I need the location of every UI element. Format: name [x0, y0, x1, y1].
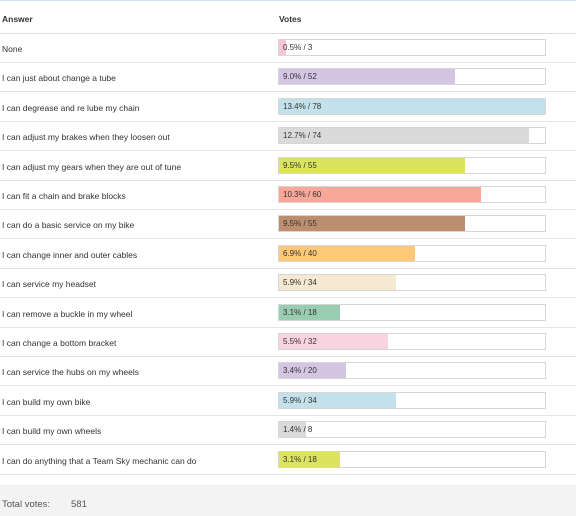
table-row: None 0.5% / 3 [0, 34, 576, 63]
answer-label: I can degrease and re lube my chain [2, 102, 140, 113]
vote-count-text: 6.9% / 40 [283, 248, 317, 258]
table-row: I can do anything that a Team Sky mechan… [0, 446, 576, 475]
vote-bar: 5.5% / 32 [278, 333, 546, 350]
table-row: I can build my own bike 5.9% / 34 [0, 387, 576, 416]
vote-bar-fill [279, 363, 346, 379]
vote-bar-fill [279, 98, 545, 114]
vote-bar: 3.1% / 18 [278, 450, 546, 468]
vote-count-text: 5.9% / 34 [283, 278, 317, 288]
table-header: Answer Votes [0, 1, 576, 34]
answer-label: I can change a bottom bracket [2, 338, 117, 348]
vote-count-text: 12.7% / 74 [283, 131, 322, 141]
vote-bar: 10.3% / 60 [278, 186, 546, 203]
vote-count-text: 0.5% / 3 [283, 43, 313, 52]
answer-label: I can change inner and outer cables [2, 249, 138, 260]
votes-column-header: Votes [279, 14, 302, 24]
answer-label: I can remove a buckle in my wheel [2, 308, 133, 319]
total-votes-label: Total votes: [2, 499, 51, 510]
table-row: I can build my own wheels 1.4% / 8 [0, 416, 576, 446]
vote-count-text: 1.4% / 8 [283, 425, 313, 435]
answer-label: I can build my own wheels [2, 426, 102, 437]
answer-label: None [2, 44, 23, 54]
vote-count-text: 9.5% / 55 [283, 219, 317, 229]
answer-label: I can adjust my brakes when they loosen … [2, 132, 170, 143]
table-row: I can do a basic service on my bike 9.5% … [0, 210, 576, 240]
vote-bar-fill [279, 216, 465, 232]
vote-bar-fill [279, 40, 286, 55]
vote-count-text: 9.0% / 52 [283, 72, 317, 82]
table-row: I can adjust my gears when they are out … [0, 152, 576, 181]
vote-bar-fill [279, 392, 396, 408]
vote-bar-fill [279, 304, 340, 320]
vote-bar-fill [279, 275, 396, 291]
vote-bar: 9.5% / 55 [278, 215, 546, 233]
vote-bar-fill [279, 334, 388, 349]
vote-bar: 5.9% / 34 [278, 274, 546, 292]
table-row: I can adjust my brakes when they loosen … [0, 122, 576, 152]
answer-label: I can build my own bike [2, 396, 91, 407]
vote-bar: 5.9% / 34 [278, 391, 546, 409]
table-row: I can remove a buckle in my wheel 3.1% / … [0, 299, 576, 328]
table-row: I can change a bottom bracket 5.5% / 32 [0, 328, 576, 357]
vote-bar: 3.4% / 20 [278, 362, 546, 380]
vote-bar: 6.9% / 40 [278, 244, 546, 262]
total-votes-value: 581 [71, 499, 87, 510]
table-row: I can service my headset 5.9% / 34 [0, 269, 576, 299]
table-row: I can change inner and outer cables 6.9% … [0, 240, 576, 269]
vote-bar-fill [279, 187, 481, 202]
vote-bar-fill [279, 422, 306, 438]
vote-count-text: 3.1% / 18 [283, 307, 317, 317]
answer-column-header: Answer [2, 14, 33, 24]
vote-bar: 9.0% / 52 [278, 68, 546, 86]
answer-label: I can service my headset [2, 279, 97, 290]
vote-count-text: 3.1% / 18 [283, 454, 317, 464]
answer-label: I can do anything that a Team Sky mechan… [2, 455, 197, 466]
vote-bar-fill [279, 245, 415, 261]
vote-count-text: 9.5% / 55 [283, 160, 317, 170]
vote-bar: 3.1% / 18 [278, 303, 546, 321]
vote-bar: 13.4% / 78 [278, 97, 546, 115]
vote-count-text: 13.4% / 78 [283, 101, 322, 111]
vote-bar: 12.7% / 74 [278, 127, 546, 145]
vote-count-text: 10.3% / 60 [283, 190, 322, 199]
vote-bar-fill [279, 157, 465, 173]
vote-bar-fill [279, 128, 529, 144]
table-row: I can fit a chain and brake blocks 10.3% … [0, 181, 576, 210]
table-row: I can degrease and re lube my chain 13.4%… [0, 93, 576, 122]
table-row: I can service the hubs on my wheels 3.4% … [0, 357, 576, 387]
vote-count-text: 3.4% / 20 [283, 366, 317, 376]
vote-bar: 9.5% / 55 [278, 156, 546, 174]
table-row: I can just about change a tube 9.0% / 52 [0, 63, 576, 93]
answer-label: I can just about change a tube [2, 73, 116, 84]
answer-label: I can do a basic service on my bike [2, 220, 135, 231]
vote-count-text: 5.5% / 32 [283, 337, 317, 346]
vote-bar: 0.5% / 3 [278, 39, 546, 56]
vote-bar-fill [279, 451, 340, 467]
answer-label: I can adjust my gears when they are out … [2, 161, 182, 172]
answer-label: I can fit a chain and brake blocks [2, 191, 126, 201]
vote-bar: 1.4% / 8 [278, 421, 546, 439]
vote-bar-fill [279, 69, 455, 85]
total-votes-footer: Total votes: 581 [0, 485, 576, 516]
answer-label: I can service the hubs on my wheels [2, 367, 140, 378]
vote-count-text: 5.9% / 34 [283, 395, 317, 405]
